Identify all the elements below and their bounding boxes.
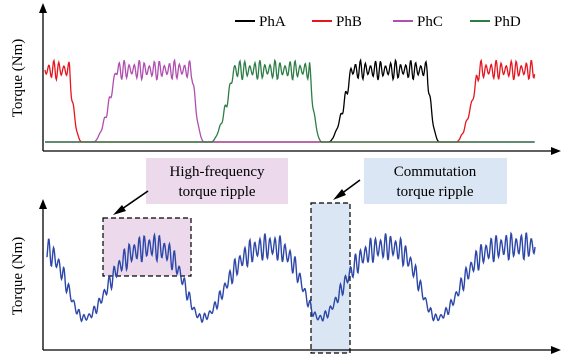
high-frequency-arrowhead: [113, 205, 126, 215]
legend-label-pha: PhA: [259, 14, 286, 30]
legend-label-phc: PhC: [417, 14, 443, 30]
high-frequency-arrow: [118, 190, 149, 212]
legend-label-phb: PhB: [336, 14, 362, 30]
legend-label-phd: PhD: [494, 14, 521, 30]
commutation-label-box: [364, 158, 507, 204]
high-frequency-label-line2: torque ripple: [178, 184, 255, 200]
high-frequency-label-line1: High-frequency: [170, 164, 265, 180]
bottom-y-label: Torque (Nm): [10, 237, 26, 316]
bottom-x-axis-arrow: [551, 346, 561, 354]
commutation-arrow: [340, 179, 361, 195]
series-line-pha: [45, 58, 535, 143]
commutation-ripple-highlight: [310, 202, 351, 354]
series-line-phc: [45, 58, 535, 143]
commutation-label-line1: Commutation: [394, 164, 477, 180]
commutation-label-line2: torque ripple: [396, 184, 473, 200]
series-line-phb: [44, 58, 536, 143]
commutation-arrowhead: [333, 189, 346, 200]
legend: PhA PhB PhC PhD: [235, 14, 521, 30]
high-frequency-ripple-highlight: [102, 217, 192, 277]
top-y-axis-arrow: [39, 3, 47, 13]
top-series-group: [44, 58, 536, 143]
bottom-y-axis-arrow: [39, 199, 47, 209]
series-line-phd: [45, 58, 535, 143]
top-chart: Torque (Nm) PhA PhB PhC PhD: [10, 3, 561, 155]
high-frequency-label-box: [146, 158, 288, 204]
top-x-axis-arrow: [551, 147, 561, 155]
total-torque-line: [46, 231, 536, 324]
bottom-chart: Torque (Nm) High-frequency torque ripple…: [10, 158, 561, 354]
top-y-label: Torque (Nm): [10, 39, 26, 118]
